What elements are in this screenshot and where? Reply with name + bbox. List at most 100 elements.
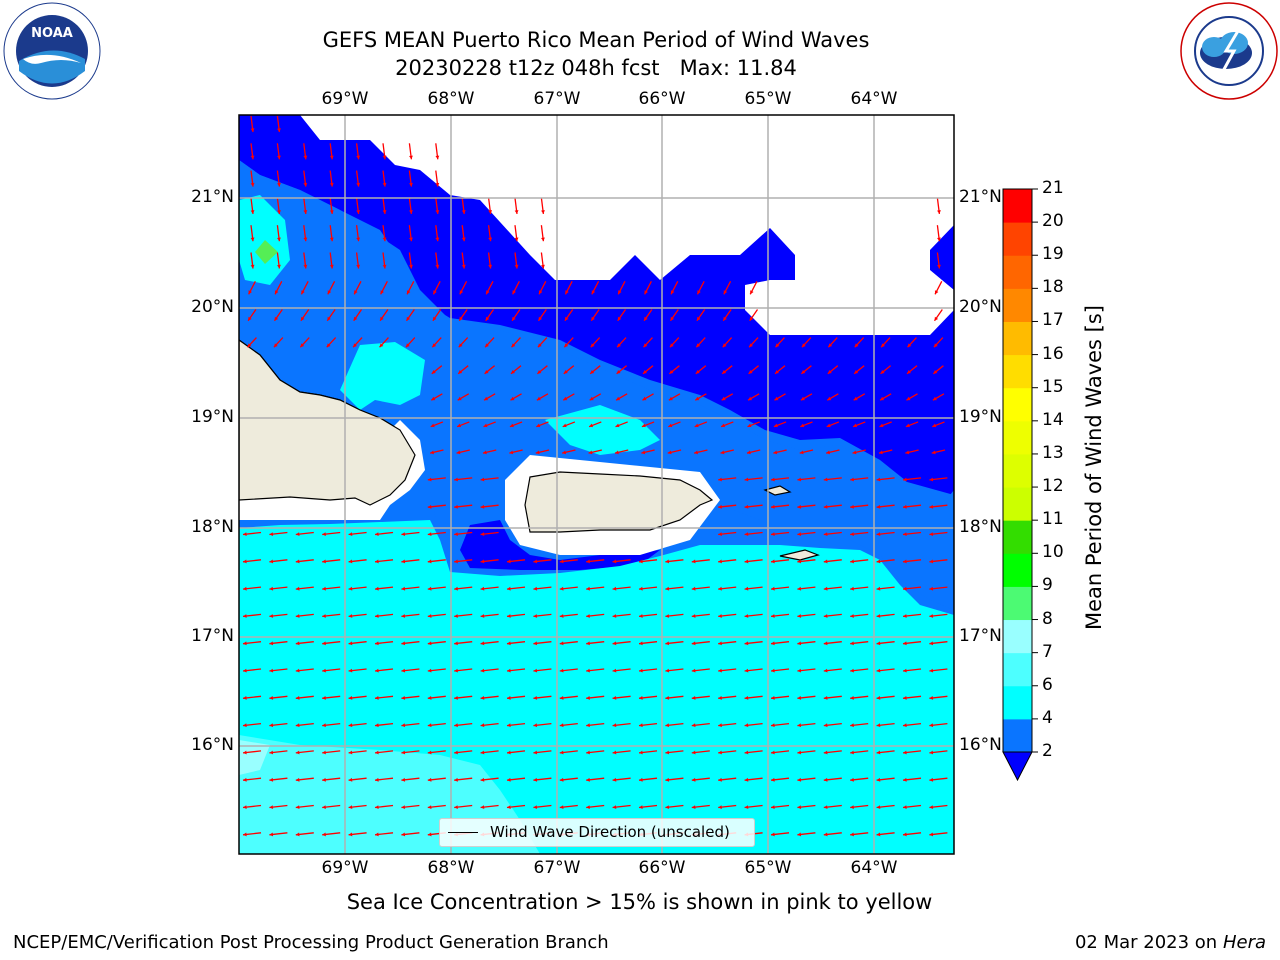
map-legend: Wind Wave Direction (unscaled) [439, 818, 755, 847]
wind-arrow-head [454, 723, 458, 728]
wind-arrow-head [639, 805, 643, 810]
colorbar-segment [1003, 586, 1032, 621]
wind-arrow-head [300, 316, 305, 321]
wind-arrow-head [929, 532, 934, 537]
colorbar-segment [1003, 652, 1032, 687]
wind-arrow-head [401, 668, 406, 673]
wind-arrow-head [427, 696, 432, 700]
wind-arrow-head [823, 477, 828, 482]
wind-arrow-head [322, 696, 326, 700]
tick-label: 21°N [959, 187, 1002, 207]
wind-arrow-head [929, 832, 934, 837]
wind-arrow-head [454, 668, 458, 673]
colorbar-segment [1003, 453, 1032, 488]
wind-arrow-head [586, 559, 590, 564]
wind-arrow-head [512, 316, 516, 321]
wind-arrow-head [454, 477, 458, 482]
colorbar-tick-label: 16 [1042, 343, 1064, 364]
wind-arrow-head [799, 450, 804, 455]
wind-arrow-head [718, 696, 722, 700]
wind-arrow-head [850, 614, 854, 618]
wind-arrow-head [454, 614, 458, 618]
wind-arrow-head [722, 370, 727, 374]
wind-arrow-head [401, 532, 406, 537]
wind-arrow-head [533, 641, 538, 646]
wind-arrow-head [850, 641, 854, 646]
wind-arrow-head [718, 750, 722, 755]
wind-arrow-head [668, 396, 673, 401]
wind-arrow-head [401, 777, 406, 782]
wind-arrow-head [903, 586, 907, 591]
wind-arrow-head [718, 532, 722, 537]
wind-arrow-head [459, 316, 463, 321]
wind-arrow-head [401, 832, 406, 837]
wind-arrow-head [643, 343, 648, 348]
wind-arrow-head [562, 423, 567, 428]
wind-arrow-head [670, 290, 675, 295]
wind-arrow-head [507, 805, 511, 810]
wind-arrow-head [454, 805, 458, 810]
wind-arrow-head [488, 210, 493, 214]
wind-arrow-head [823, 559, 828, 564]
wind-arrow-head [269, 723, 274, 728]
wind-arrow-head [850, 668, 854, 673]
wind-arrow-head [564, 316, 569, 321]
wind-arrow-head [375, 750, 379, 755]
wind-arrow-head [454, 641, 458, 646]
wind-arrow-head [427, 805, 432, 810]
wind-arrow-head [771, 668, 775, 673]
wind-arrow-head [269, 614, 274, 618]
wind-arrow-head [303, 155, 308, 160]
wind-arrow-head [937, 264, 941, 269]
wind-arrow-head [461, 210, 466, 214]
tick-label: 18°N [959, 517, 1002, 537]
wind-arrow-head [382, 182, 387, 187]
wind-arrow-head [932, 396, 937, 401]
wind-arrow-head [356, 264, 361, 269]
wind-arrow-head [880, 396, 885, 401]
band-8-9 [239, 740, 270, 775]
colorbar-segment [1003, 487, 1032, 521]
wind-arrow-head [617, 316, 622, 321]
wind-arrow-head [850, 750, 854, 755]
wind-arrow-head [431, 370, 436, 374]
wind-arrow-head [850, 696, 854, 700]
wind-arrow-head [409, 237, 413, 242]
wind-arrow-head [427, 832, 432, 837]
wind-arrow-head [718, 805, 722, 810]
wind-arrow-head [243, 559, 247, 564]
wind-arrow-head [457, 396, 462, 401]
wind-arrow-head [243, 696, 247, 700]
wind-arrow-head [295, 723, 300, 728]
wind-arrow-head [511, 370, 515, 374]
wind-arrow-head [801, 343, 806, 348]
wind-arrow-head [588, 450, 593, 455]
wind-arrow-head [480, 641, 485, 646]
wind-arrow-head [559, 614, 564, 618]
colorbar-tick-label: 12 [1042, 476, 1064, 497]
wind-arrow-head [348, 777, 353, 782]
wind-arrow-head [823, 805, 828, 810]
wind-arrow-head [480, 777, 485, 782]
wind-arrow-head [295, 805, 300, 810]
wind-arrow-head [852, 450, 857, 455]
wind-arrow-head [348, 586, 353, 591]
wind-arrow-head [356, 155, 361, 160]
wind-arrow-head [723, 290, 728, 295]
wind-arrow-head [379, 343, 384, 348]
wind-arrow-head [589, 396, 594, 401]
wind-arrow-head [485, 316, 490, 321]
legend-label: Wind Wave Direction (unscaled) [490, 823, 730, 841]
band-6-7-mona [340, 342, 425, 410]
colorbar-tick-label: 18 [1042, 277, 1064, 298]
wind-arrow-head [509, 450, 514, 455]
wind-arrow-head [535, 450, 540, 455]
wind-arrow-head [559, 750, 564, 755]
wind-arrow-head [823, 723, 828, 728]
wind-arrow-head [723, 316, 727, 321]
wind-arrow-head [905, 450, 910, 455]
wind-arrow-head [243, 586, 247, 591]
wind-arrow-head [612, 805, 617, 810]
wind-arrow-head [348, 641, 353, 646]
wind-arrow-head [430, 423, 435, 428]
